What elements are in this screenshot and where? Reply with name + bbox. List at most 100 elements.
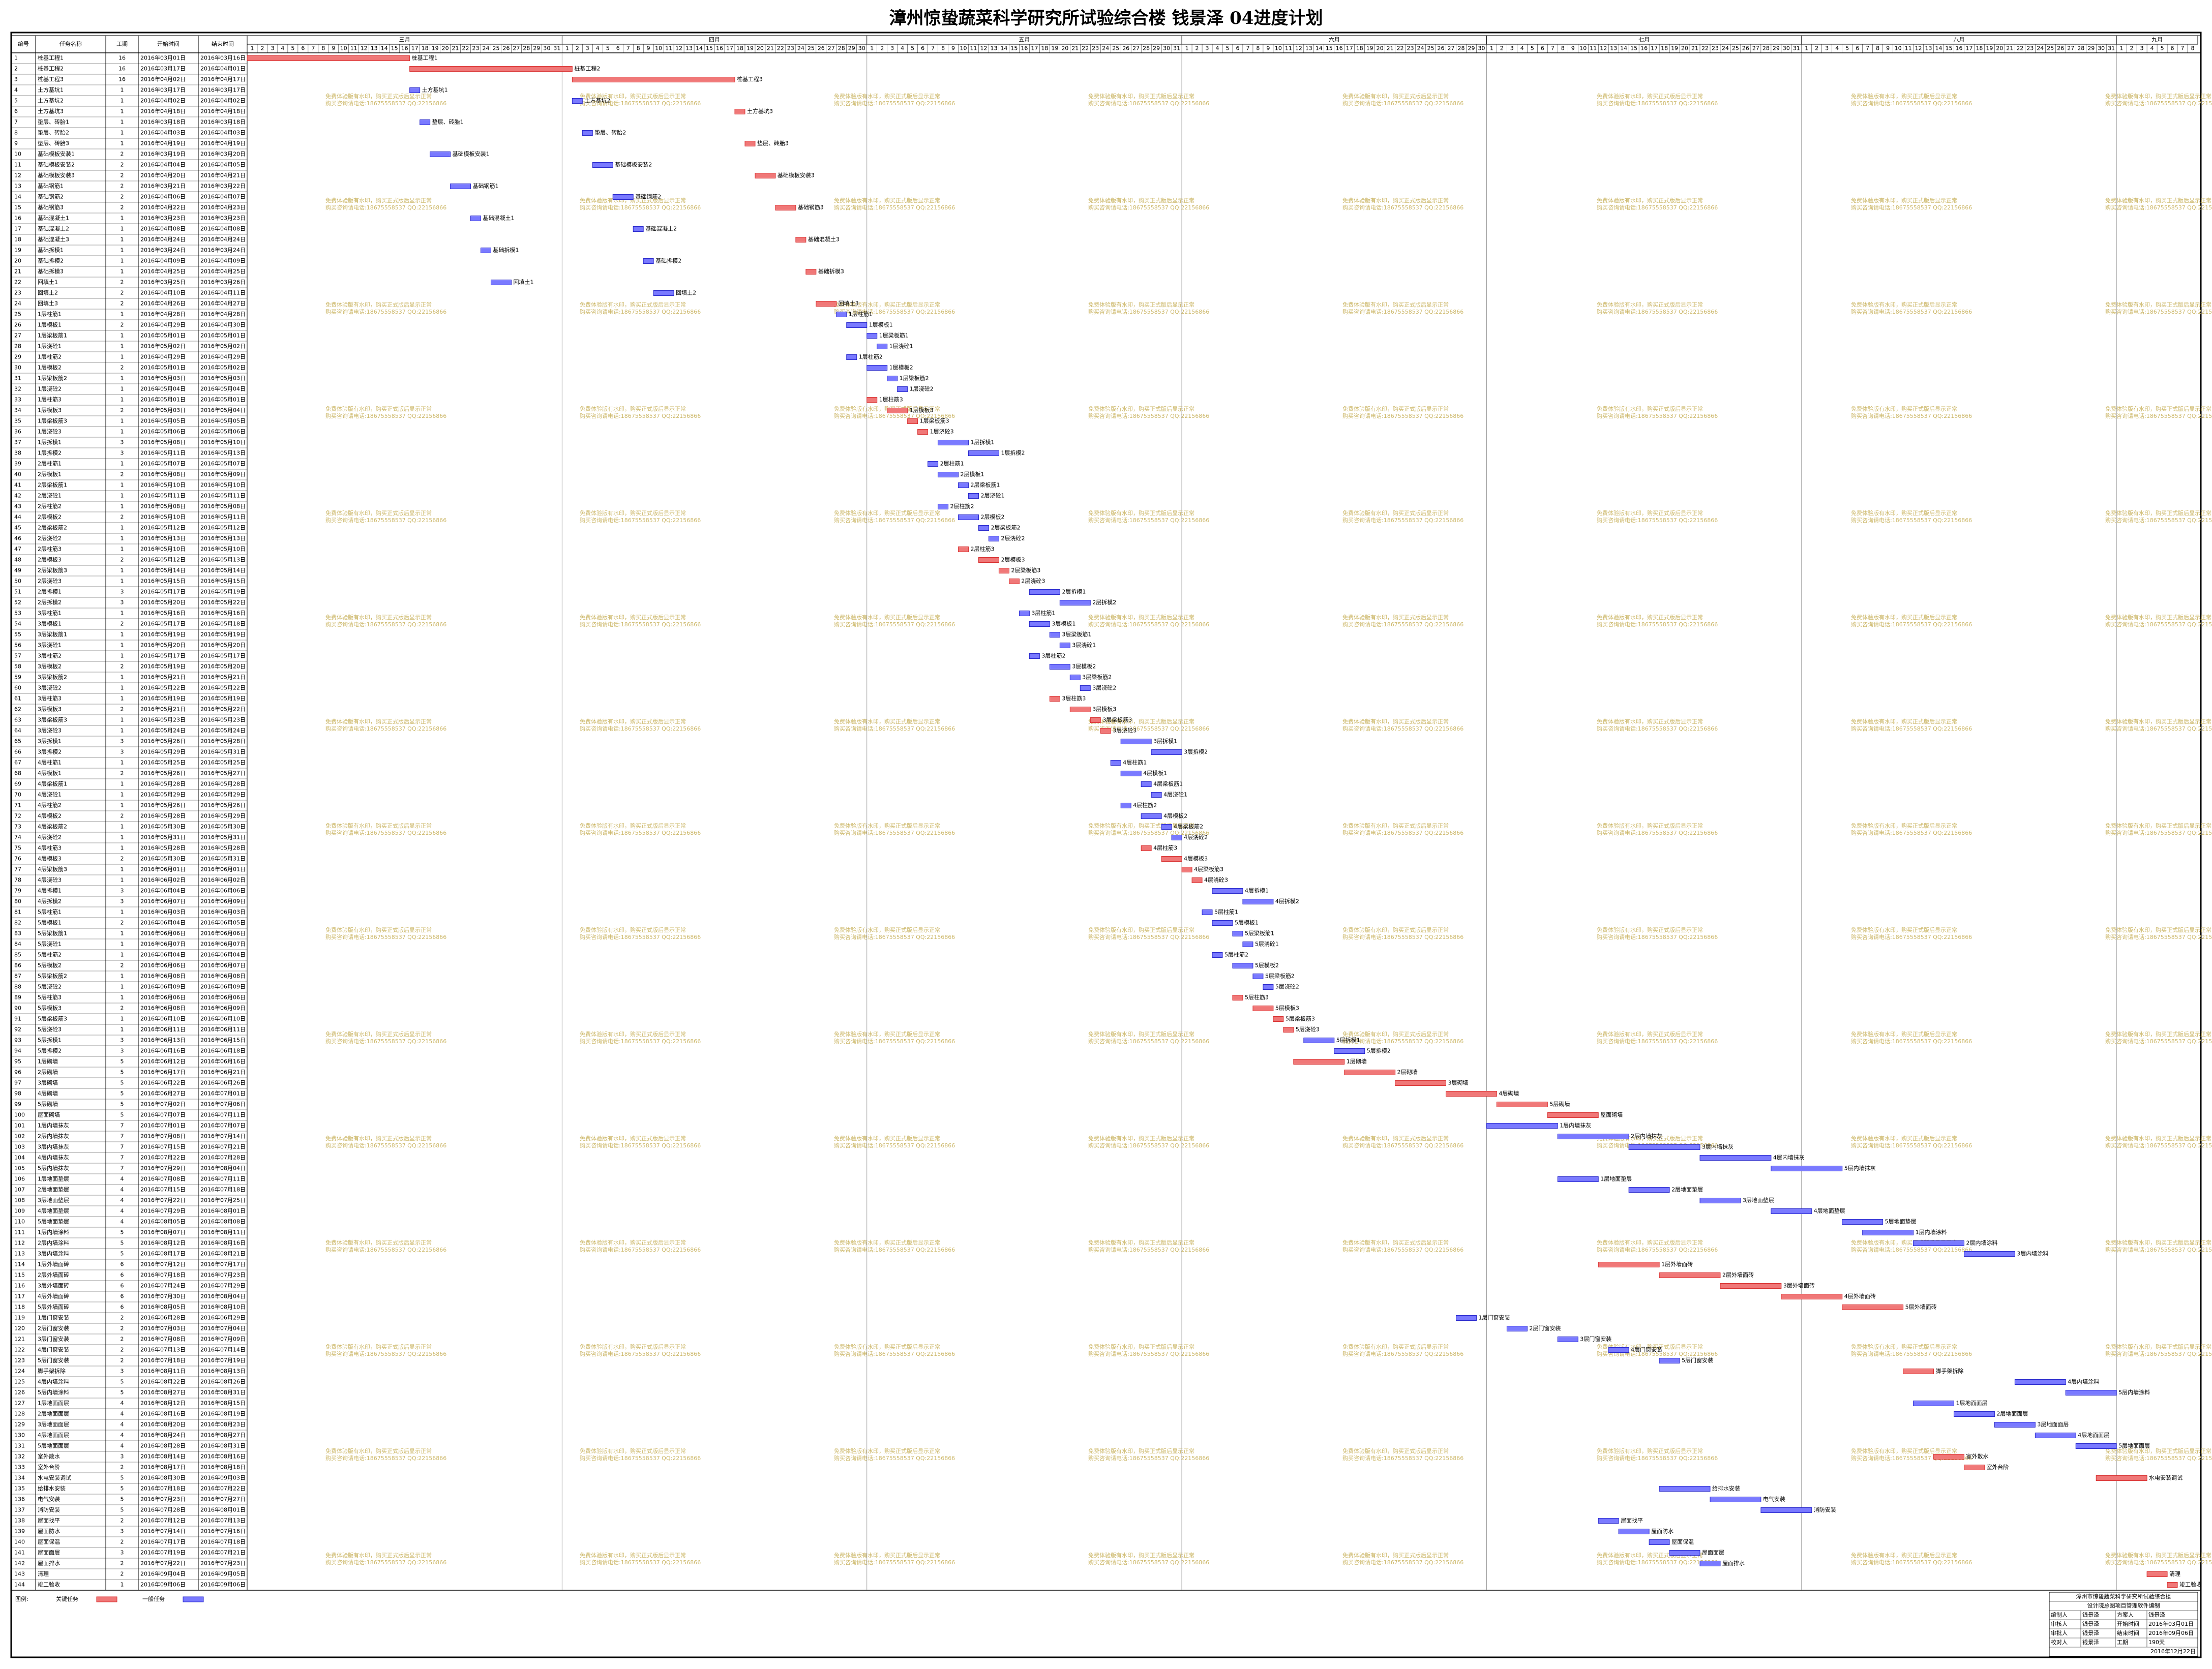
day-label: 7	[626, 45, 630, 52]
task-id: 13	[14, 183, 21, 190]
task-id: 68	[14, 770, 21, 777]
task-end: 2016年03月17日	[200, 86, 246, 94]
task-id: 77	[14, 866, 21, 873]
task-id: 132	[14, 1453, 25, 1460]
task-bar	[1598, 1518, 1619, 1524]
task-name: 1层外墙面砖	[38, 1261, 69, 1268]
task-bar	[958, 547, 969, 552]
watermark: 购买咨询请电话:18675558537 QQ:22156866	[580, 204, 701, 211]
day-label: 16	[1640, 45, 1648, 52]
task-id: 111	[14, 1229, 25, 1236]
task-bar	[795, 237, 806, 242]
task-start: 2016年06月02日	[140, 876, 186, 884]
task-bar	[968, 450, 999, 456]
task-bar	[1649, 1539, 1670, 1545]
task-bar	[1486, 1123, 1558, 1129]
day-label: 14	[1935, 45, 1942, 52]
day-label: 3	[1206, 45, 1209, 52]
watermark: 免费体验版有水印，购买正式版后显示正常	[1597, 822, 1703, 829]
watermark: 购买咨询请电话:18675558537 QQ:22156866	[1342, 933, 1463, 940]
task-end: 2016年07月09日	[200, 1336, 246, 1343]
bar-label: 垫层、砖胎2	[594, 129, 626, 136]
task-start: 2016年06月04日	[140, 951, 186, 958]
watermark: 购买咨询请电话:18675558537 QQ:22156866	[1342, 829, 1463, 836]
task-bar	[1446, 1091, 1497, 1097]
task-name: 4层外墙面砖	[38, 1293, 69, 1300]
watermark: 免费体验版有水印，购买正式版后显示正常	[1851, 301, 1957, 308]
day-label: 11	[970, 45, 977, 52]
task-duration: 3	[121, 1550, 124, 1556]
watermark: 购买咨询请电话:18675558537 QQ:22156866	[1597, 1454, 1718, 1462]
watermark: 免费体验版有水印，购买正式版后显示正常	[580, 614, 686, 621]
watermark: 购买咨询请电话:18675558537 QQ:22156866	[580, 829, 701, 836]
task-start: 2016年03月17日	[140, 65, 186, 72]
task-start: 2016年03月25日	[140, 279, 186, 286]
task-end: 2016年05月24日	[200, 727, 246, 734]
task-bar	[1120, 771, 1142, 776]
task-id: 80	[14, 898, 21, 905]
task-name: 室外散水	[38, 1453, 60, 1460]
day-label: 11	[665, 45, 672, 52]
watermark: 免费体验版有水印，购买正式版后显示正常	[2105, 1030, 2211, 1038]
task-id: 48	[14, 557, 21, 563]
task-end: 2016年06月11日	[200, 1026, 246, 1033]
day-label: 10	[1275, 45, 1282, 52]
bar-label: 4层门窗安装	[1631, 1346, 1662, 1353]
outer-frame	[10, 32, 2202, 1658]
watermark: 免费体验版有水印，购买正式版后显示正常	[1597, 1447, 1703, 1454]
watermark: 购买咨询请电话:18675558537 QQ:22156866	[834, 412, 955, 419]
day-label: 10	[1579, 45, 1587, 52]
watermark: 购买咨询请电话:18675558537 QQ:22156866	[834, 100, 955, 107]
month-label: 八月	[1953, 37, 1964, 43]
watermark: 购买咨询请电话:18675558537 QQ:22156866	[2105, 1246, 2212, 1253]
task-end: 2016年05月08日	[200, 503, 246, 510]
watermark: 免费体验版有水印，购买正式版后显示正常	[1088, 926, 1194, 933]
task-bar	[2075, 1443, 2117, 1449]
task-id: 136	[14, 1496, 25, 1503]
task-duration: 4	[121, 1197, 124, 1204]
day-label: 23	[472, 45, 480, 52]
watermark: 免费体验版有水印，购买正式版后显示正常	[325, 1552, 432, 1559]
task-end: 2016年09月06日	[200, 1581, 246, 1588]
task-id: 16	[14, 215, 21, 222]
task-start: 2016年07月08日	[140, 1336, 186, 1343]
task-name: 5层梁板筋1	[38, 930, 67, 937]
task-name: 脚手架拆除	[38, 1368, 66, 1375]
task-bar	[1120, 739, 1152, 744]
task-start: 2016年05月31日	[140, 834, 186, 841]
day-label: 8	[2191, 45, 2195, 52]
task-bar	[1202, 909, 1213, 915]
task-bar	[805, 269, 817, 275]
bar-label: 5层梁板筋3	[1286, 1015, 1315, 1022]
watermark: 购买咨询请电话:18675558537 QQ:22156866	[2105, 1559, 2212, 1566]
task-id: 54	[14, 621, 21, 627]
watermark: 免费体验版有水印，购买正式版后显示正常	[1597, 405, 1703, 412]
watermark: 购买咨询请电话:18675558537 QQ:22156866	[325, 1142, 446, 1149]
task-id: 67	[14, 760, 21, 766]
watermark: 购买咨询请电话:18675558537 QQ:22156866	[1597, 933, 1718, 940]
watermark: 免费体验版有水印，购买正式版后显示正常	[325, 1343, 432, 1350]
task-duration: 1	[121, 727, 124, 734]
day-label: 15	[1010, 45, 1018, 52]
task-id: 64	[14, 727, 21, 734]
task-id: 40	[14, 471, 21, 478]
watermark: 购买咨询请电话:18675558537 QQ:22156866	[1597, 1038, 1718, 1045]
task-start: 2016年03月19日	[140, 150, 186, 158]
task-duration: 1	[121, 429, 124, 435]
task-start: 2016年04月19日	[140, 140, 186, 147]
task-bar	[1059, 643, 1070, 648]
watermark: 购买咨询请电话:18675558537 QQ:22156866	[580, 517, 701, 524]
task-id: 19	[14, 247, 21, 254]
task-bar	[1395, 1080, 1447, 1086]
task-id: 72	[14, 813, 21, 820]
task-end: 2016年05月19日	[200, 695, 246, 702]
day-label: 8	[321, 45, 325, 52]
task-id: 128	[14, 1411, 25, 1417]
task-duration: 1	[121, 717, 124, 723]
task-end: 2016年07月11日	[200, 1111, 246, 1118]
task-end: 2016年05月04日	[200, 407, 246, 414]
watermark: 免费体验版有水印，购买正式版后显示正常	[2105, 614, 2211, 621]
watermark: 免费体验版有水印，购买正式版后显示正常	[1851, 509, 1957, 517]
task-duration: 1	[121, 642, 124, 649]
task-name: 4层浇砼3	[38, 877, 62, 884]
